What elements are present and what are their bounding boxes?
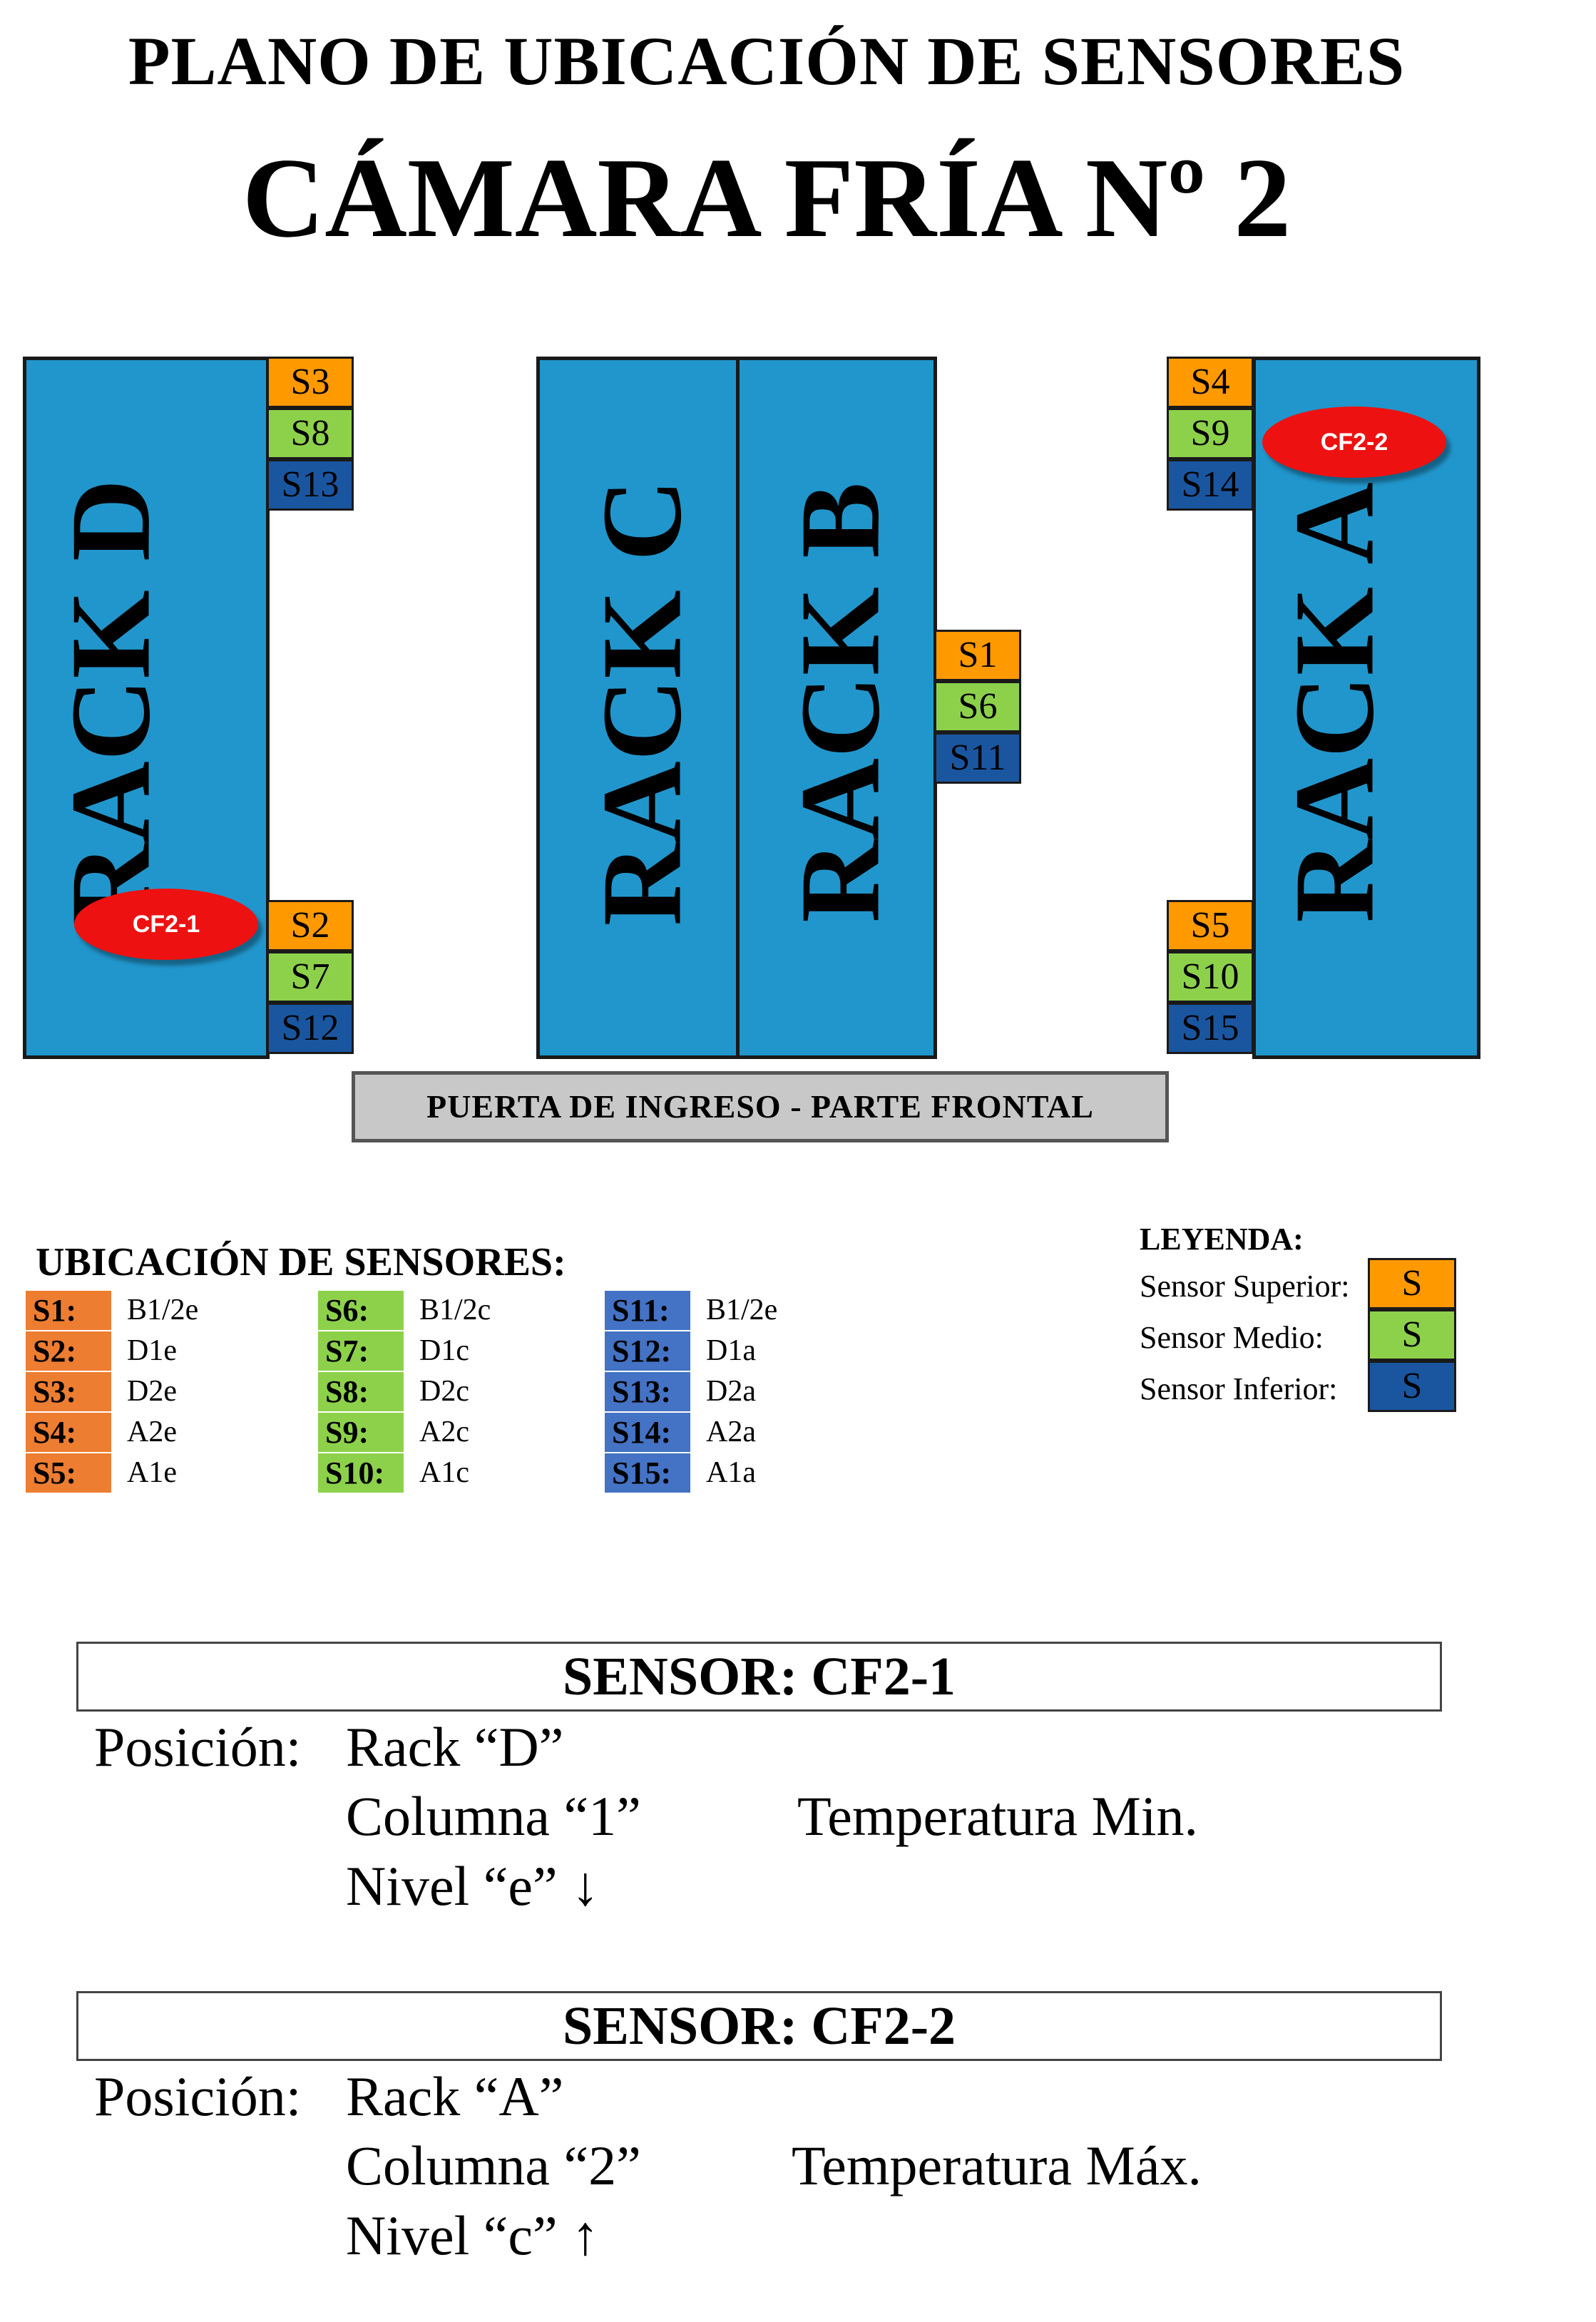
position-label: Posición: <box>94 2065 302 2127</box>
location-id: S2: <box>26 1331 111 1371</box>
location-value: D1e <box>127 1334 177 1367</box>
rack-b-label: RACK B <box>776 482 904 923</box>
location-id: S6: <box>318 1291 404 1330</box>
temperature-note: Temperatura Min. <box>797 1785 1198 1847</box>
level-value: Nivel “c” ↑ <box>346 2204 600 2266</box>
location-id: S9: <box>318 1413 404 1452</box>
legend-label-superior: Sensor Superior: <box>1140 1269 1350 1304</box>
sensor-s4: S4 <box>1167 357 1254 408</box>
legend-swatch-superior: S <box>1368 1258 1456 1309</box>
location-id: S1: <box>26 1291 111 1330</box>
location-value: D2e <box>127 1375 177 1408</box>
location-value: B1/2e <box>706 1294 778 1326</box>
sensor-s6: S6 <box>934 681 1021 732</box>
location-value: D1c <box>419 1334 469 1367</box>
location-value: A1a <box>706 1456 756 1489</box>
location-id: S15: <box>605 1453 690 1493</box>
location-id: S11: <box>605 1291 690 1330</box>
rack-d-label: RACK D <box>46 479 174 926</box>
location-value: A2a <box>706 1416 756 1448</box>
location-value: A1e <box>127 1456 177 1489</box>
location-id: S3: <box>26 1372 111 1411</box>
sensor-s10: S10 <box>1167 951 1254 1003</box>
legend-swatch-medio: S <box>1368 1309 1456 1361</box>
sensor-s5: S5 <box>1167 900 1254 951</box>
rack-a: RACK A <box>1252 357 1480 1059</box>
rack-b: RACK B <box>736 357 937 1059</box>
rack-a-label: RACK A <box>1270 482 1398 923</box>
location-id: S7: <box>318 1331 404 1371</box>
legend-label-inferior: Sensor Inferior: <box>1140 1371 1338 1406</box>
chamber-title: CÁMARA FRÍA Nº 2 <box>242 134 1291 261</box>
marker-cf2-2: CF2-2 <box>1262 406 1446 478</box>
sensor-s2: S2 <box>267 900 354 951</box>
rack-value: Rack “D” <box>346 1716 564 1778</box>
location-value: D2a <box>706 1375 756 1408</box>
page-title: PLANO DE UBICACIÓN DE SENSORES <box>128 23 1406 99</box>
column-value: Columna “1” <box>346 1785 641 1847</box>
location-value: B1/2c <box>419 1294 491 1326</box>
sensor-s12: S12 <box>267 1003 354 1054</box>
location-id: S14: <box>605 1413 690 1452</box>
location-value: D1a <box>706 1334 756 1367</box>
location-id: S8: <box>318 1372 404 1411</box>
sensor-detail-header: SENSOR: CF2-1 <box>76 1642 1442 1712</box>
location-id: S12: <box>605 1331 690 1371</box>
location-id: S4: <box>26 1413 111 1452</box>
legend-label-medio: Sensor Medio: <box>1140 1320 1324 1355</box>
marker-cf2-1: CF2-1 <box>74 889 258 960</box>
location-value: B1/2e <box>127 1294 199 1326</box>
sensor-s11: S11 <box>934 732 1021 784</box>
legend-title: LEYENDA: <box>1140 1222 1304 1257</box>
sensor-s1: S1 <box>934 630 1021 681</box>
sensor-s13: S13 <box>267 459 354 511</box>
entrance-door: PUERTA DE INGRESO - PARTE FRONTAL <box>352 1071 1169 1142</box>
locations-title: UBICACIÓN DE SENSORES: <box>36 1240 566 1284</box>
location-value: A2e <box>127 1416 177 1448</box>
position-label: Posición: <box>94 1716 302 1778</box>
location-value: A2c <box>419 1416 469 1448</box>
legend-swatch-inferior: S <box>1368 1361 1456 1412</box>
temperature-note: Temperatura Máx. <box>792 2134 1202 2196</box>
sensor-s14: S14 <box>1167 459 1254 511</box>
location-value: D2c <box>419 1375 469 1408</box>
rack-c: RACK C <box>536 357 740 1059</box>
location-id: S5: <box>26 1453 111 1493</box>
column-value: Columna “2” <box>346 2134 641 2196</box>
level-value: Nivel “e” ↓ <box>346 1855 600 1917</box>
sensor-detail-header: SENSOR: CF2-2 <box>76 1991 1442 2061</box>
rack-value: Rack “A” <box>346 2065 564 2127</box>
sensor-s9: S9 <box>1167 408 1254 459</box>
sensor-s15: S15 <box>1167 1003 1254 1054</box>
sensor-s3: S3 <box>267 357 354 408</box>
sensor-s7: S7 <box>267 951 354 1003</box>
sensor-s8: S8 <box>267 408 354 459</box>
location-id: S13: <box>605 1372 690 1411</box>
location-id: S10: <box>318 1453 404 1493</box>
location-value: A1c <box>419 1456 469 1489</box>
rack-c-label: RACK C <box>578 479 705 926</box>
